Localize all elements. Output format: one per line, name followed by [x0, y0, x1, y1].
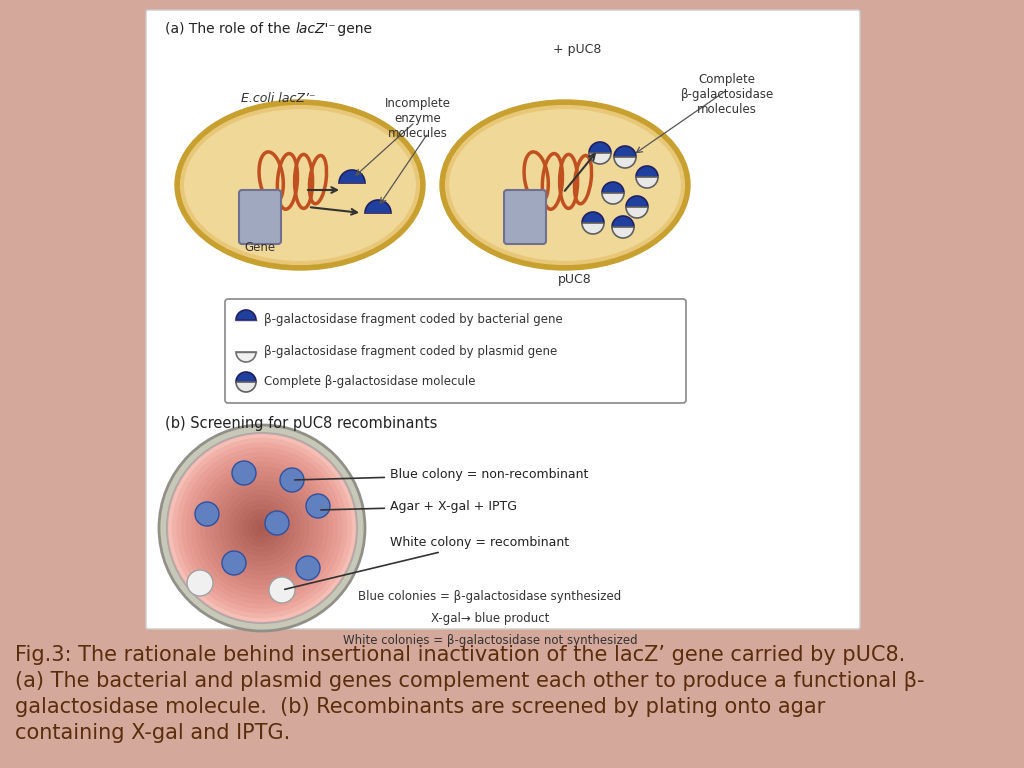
Text: pUC8: pUC8: [558, 273, 592, 286]
Circle shape: [296, 556, 319, 580]
Text: Complete β-galactosidase molecule: Complete β-galactosidase molecule: [264, 376, 475, 389]
Wedge shape: [365, 200, 391, 213]
Text: Blue colony = non-recombinant: Blue colony = non-recombinant: [295, 468, 589, 481]
Circle shape: [167, 433, 357, 623]
Wedge shape: [236, 372, 256, 382]
Circle shape: [253, 518, 271, 538]
Circle shape: [172, 438, 352, 618]
Wedge shape: [636, 166, 658, 177]
Text: lacZ'⁻: lacZ'⁻: [296, 22, 337, 36]
Circle shape: [187, 570, 213, 596]
Ellipse shape: [440, 100, 690, 270]
Circle shape: [269, 577, 295, 603]
Text: containing X-gal and IPTG.: containing X-gal and IPTG.: [15, 723, 290, 743]
Wedge shape: [589, 142, 611, 153]
Wedge shape: [236, 382, 256, 392]
Ellipse shape: [182, 107, 418, 263]
Circle shape: [248, 514, 276, 542]
Wedge shape: [612, 216, 634, 227]
Wedge shape: [626, 196, 648, 207]
Text: Blue colonies = β-galactosidase synthesized: Blue colonies = β-galactosidase synthesi…: [358, 590, 622, 603]
Circle shape: [196, 462, 329, 594]
Circle shape: [201, 466, 324, 590]
Wedge shape: [602, 182, 624, 193]
Text: White colonies = β-galactosidase not synthesized: White colonies = β-galactosidase not syn…: [343, 634, 637, 647]
Circle shape: [219, 485, 305, 571]
Text: gene: gene: [333, 22, 372, 36]
FancyBboxPatch shape: [504, 190, 546, 244]
Wedge shape: [614, 146, 636, 157]
Text: (a) The bacterial and plasmid genes complement each other to produce a functiona: (a) The bacterial and plasmid genes comp…: [15, 671, 925, 691]
Circle shape: [233, 499, 291, 557]
Circle shape: [228, 495, 295, 561]
Circle shape: [205, 471, 319, 585]
Text: White colony = recombinant: White colony = recombinant: [285, 536, 569, 589]
Circle shape: [181, 447, 343, 609]
Wedge shape: [614, 157, 636, 168]
Wedge shape: [602, 193, 624, 204]
Text: X-gal→ blue product: X-gal→ blue product: [431, 612, 549, 625]
FancyBboxPatch shape: [146, 10, 860, 629]
Text: galactosidase molecule.  (b) Recombinants are screened by plating onto agar: galactosidase molecule. (b) Recombinants…: [15, 697, 825, 717]
Circle shape: [257, 523, 266, 533]
Ellipse shape: [175, 100, 425, 270]
Circle shape: [176, 442, 347, 614]
Circle shape: [224, 490, 300, 566]
Text: (b) Screening for pUC8 recombinants: (b) Screening for pUC8 recombinants: [165, 416, 437, 431]
Circle shape: [243, 509, 281, 547]
Circle shape: [167, 433, 357, 623]
Circle shape: [186, 452, 338, 604]
Wedge shape: [236, 352, 256, 362]
FancyBboxPatch shape: [239, 190, 281, 244]
Circle shape: [159, 425, 365, 631]
Text: Agar + X-gal + IPTG: Agar + X-gal + IPTG: [321, 500, 517, 513]
Text: β-galactosidase fragment coded by plasmid gene: β-galactosidase fragment coded by plasmi…: [264, 346, 557, 359]
Circle shape: [210, 475, 314, 581]
Wedge shape: [612, 227, 634, 238]
Circle shape: [190, 457, 333, 599]
Circle shape: [280, 468, 304, 492]
Circle shape: [265, 511, 289, 535]
Circle shape: [195, 502, 219, 526]
Text: E.coli lacZ’⁻: E.coli lacZ’⁻: [241, 92, 315, 105]
Circle shape: [239, 505, 286, 551]
Wedge shape: [626, 207, 648, 218]
Text: Complete
β-galactosidase
molecules: Complete β-galactosidase molecules: [680, 73, 773, 116]
Text: Gene: Gene: [245, 241, 275, 254]
Wedge shape: [636, 177, 658, 188]
Wedge shape: [339, 170, 365, 183]
Wedge shape: [582, 212, 604, 223]
Text: Fig.3: The rationale behind insertional inactivation of the lacZ’ gene carried b: Fig.3: The rationale behind insertional …: [15, 645, 905, 665]
Text: + pUC8: + pUC8: [553, 43, 601, 56]
Text: Incomplete
enzyme
molecules: Incomplete enzyme molecules: [385, 97, 451, 140]
Wedge shape: [582, 223, 604, 234]
Wedge shape: [236, 310, 256, 320]
Ellipse shape: [447, 107, 683, 263]
Circle shape: [214, 481, 309, 575]
Wedge shape: [589, 153, 611, 164]
FancyBboxPatch shape: [225, 299, 686, 403]
Circle shape: [306, 494, 330, 518]
Text: β-galactosidase fragment coded by bacterial gene: β-galactosidase fragment coded by bacter…: [264, 313, 563, 326]
Circle shape: [222, 551, 246, 575]
Text: (a) The role of the: (a) The role of the: [165, 22, 295, 36]
Circle shape: [232, 461, 256, 485]
